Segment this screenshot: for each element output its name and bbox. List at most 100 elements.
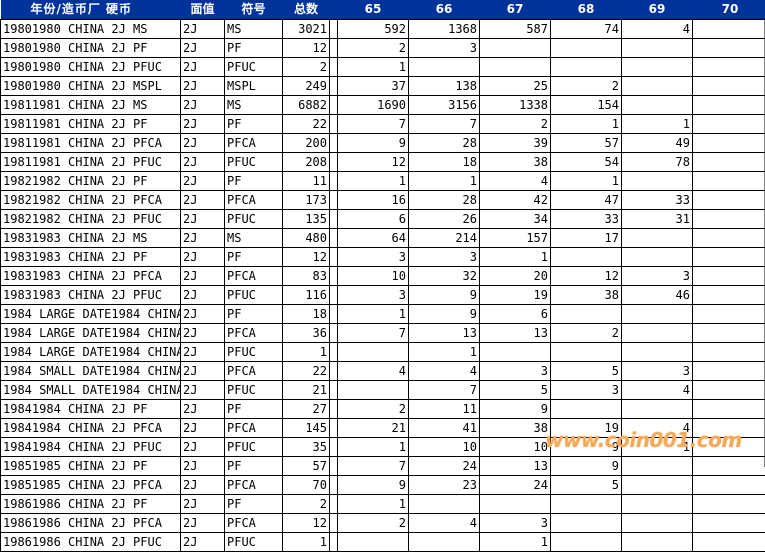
cell-description[interactable]: 19801980 CHINA 2J MSPL: [1, 77, 181, 96]
column-header-grade-65[interactable]: 65: [338, 0, 409, 20]
cell-grade-67[interactable]: [480, 495, 551, 514]
cell-grade-68[interactable]: [551, 248, 622, 267]
cell-grade-65[interactable]: 1690: [338, 96, 409, 115]
cell-description[interactable]: 19831983 CHINA 2J PF: [1, 248, 181, 267]
cell-grade-69[interactable]: [622, 343, 693, 362]
cell-grade-67[interactable]: 13: [480, 324, 551, 343]
cell-grade-70[interactable]: [693, 419, 765, 438]
cell-description[interactable]: 19851985 CHINA 2J PF: [1, 457, 181, 476]
cell-grade-65[interactable]: 9: [338, 134, 409, 153]
cell-symbol[interactable]: PFCA: [225, 476, 283, 495]
cell-grade-69[interactable]: [622, 324, 693, 343]
cell-grade-68[interactable]: [551, 39, 622, 58]
cell-description[interactable]: 19811981 CHINA 2J PFCA: [1, 134, 181, 153]
cell-grade-67[interactable]: 20: [480, 267, 551, 286]
cell-denomination[interactable]: 2J: [181, 533, 225, 552]
cell-grade-67[interactable]: [480, 58, 551, 77]
cell-grade-68[interactable]: 154: [551, 96, 622, 115]
cell-grade-67[interactable]: 24: [480, 476, 551, 495]
cell-grade-67[interactable]: 157: [480, 229, 551, 248]
cell-symbol[interactable]: PFCA: [225, 362, 283, 381]
cell-denomination[interactable]: 2J: [181, 400, 225, 419]
cell-grade-67[interactable]: [480, 343, 551, 362]
cell-grade-67[interactable]: 5: [480, 381, 551, 400]
cell-grade-66[interactable]: 41: [409, 419, 480, 438]
column-header-denomination[interactable]: 面值: [181, 0, 225, 20]
cell-denomination[interactable]: 2J: [181, 20, 225, 39]
cell-grade-70[interactable]: [693, 77, 765, 96]
cell-grade-65[interactable]: 2: [338, 400, 409, 419]
column-header-description[interactable]: 年份/造币厂 硬币: [1, 0, 181, 20]
cell-grade-68[interactable]: 57: [551, 134, 622, 153]
cell-grade-67[interactable]: 4: [480, 172, 551, 191]
cell-grade-70[interactable]: [693, 400, 765, 419]
cell-grade-65[interactable]: [338, 381, 409, 400]
cell-grade-65[interactable]: 12: [338, 153, 409, 172]
cell-total[interactable]: 11: [283, 172, 330, 191]
cell-description[interactable]: 19801980 CHINA 2J MS: [1, 20, 181, 39]
cell-grade-68[interactable]: [551, 533, 622, 552]
cell-total[interactable]: 200: [283, 134, 330, 153]
cell-total[interactable]: 22: [283, 115, 330, 134]
cell-grade-70[interactable]: [693, 381, 765, 400]
cell-symbol[interactable]: PFUC: [225, 438, 283, 457]
cell-symbol[interactable]: PFCA: [225, 514, 283, 533]
cell-grade-69[interactable]: [622, 400, 693, 419]
cell-grade-68[interactable]: 9: [551, 438, 622, 457]
cell-grade-69[interactable]: [622, 248, 693, 267]
cell-description[interactable]: 19831983 CHINA 2J PFCA: [1, 267, 181, 286]
cell-total[interactable]: 2: [283, 58, 330, 77]
cell-grade-67[interactable]: 13: [480, 457, 551, 476]
cell-grade-70[interactable]: [693, 39, 765, 58]
cell-grade-65[interactable]: 10: [338, 267, 409, 286]
cell-grade-66[interactable]: 9: [409, 305, 480, 324]
cell-symbol[interactable]: MS: [225, 20, 283, 39]
cell-grade-70[interactable]: [693, 210, 765, 229]
cell-denomination[interactable]: 2J: [181, 248, 225, 267]
cell-denomination[interactable]: 2J: [181, 457, 225, 476]
cell-total[interactable]: 2: [283, 495, 330, 514]
cell-symbol[interactable]: PFUC: [225, 381, 283, 400]
cell-grade-69[interactable]: [622, 457, 693, 476]
cell-symbol[interactable]: PF: [225, 248, 283, 267]
cell-grade-65[interactable]: 7: [338, 324, 409, 343]
cell-grade-70[interactable]: [693, 267, 765, 286]
cell-grade-65[interactable]: 1: [338, 438, 409, 457]
cell-description[interactable]: 19801980 CHINA 2J PFUC: [1, 58, 181, 77]
cell-symbol[interactable]: PFUC: [225, 286, 283, 305]
cell-grade-69[interactable]: 3: [622, 362, 693, 381]
cell-grade-68[interactable]: 38: [551, 286, 622, 305]
cell-total[interactable]: 135: [283, 210, 330, 229]
cell-grade-70[interactable]: [693, 153, 765, 172]
cell-denomination[interactable]: 2J: [181, 305, 225, 324]
cell-denomination[interactable]: 2J: [181, 267, 225, 286]
cell-symbol[interactable]: PFCA: [225, 267, 283, 286]
cell-symbol[interactable]: PFUC: [225, 58, 283, 77]
cell-grade-65[interactable]: [338, 533, 409, 552]
cell-grade-65[interactable]: 21: [338, 419, 409, 438]
cell-symbol[interactable]: PF: [225, 115, 283, 134]
cell-description[interactable]: 19861986 CHINA 2J PF: [1, 495, 181, 514]
cell-grade-68[interactable]: 74: [551, 20, 622, 39]
cell-grade-69[interactable]: [622, 476, 693, 495]
cell-description[interactable]: 19841984 CHINA 2J PF: [1, 400, 181, 419]
cell-denomination[interactable]: 2J: [181, 495, 225, 514]
cell-symbol[interactable]: PF: [225, 39, 283, 58]
cell-denomination[interactable]: 2J: [181, 438, 225, 457]
cell-grade-66[interactable]: [409, 495, 480, 514]
cell-grade-70[interactable]: [693, 58, 765, 77]
cell-grade-66[interactable]: 4: [409, 514, 480, 533]
cell-grade-65[interactable]: 592: [338, 20, 409, 39]
cell-grade-69[interactable]: 4: [622, 381, 693, 400]
cell-denomination[interactable]: 2J: [181, 210, 225, 229]
cell-grade-69[interactable]: 4: [622, 20, 693, 39]
